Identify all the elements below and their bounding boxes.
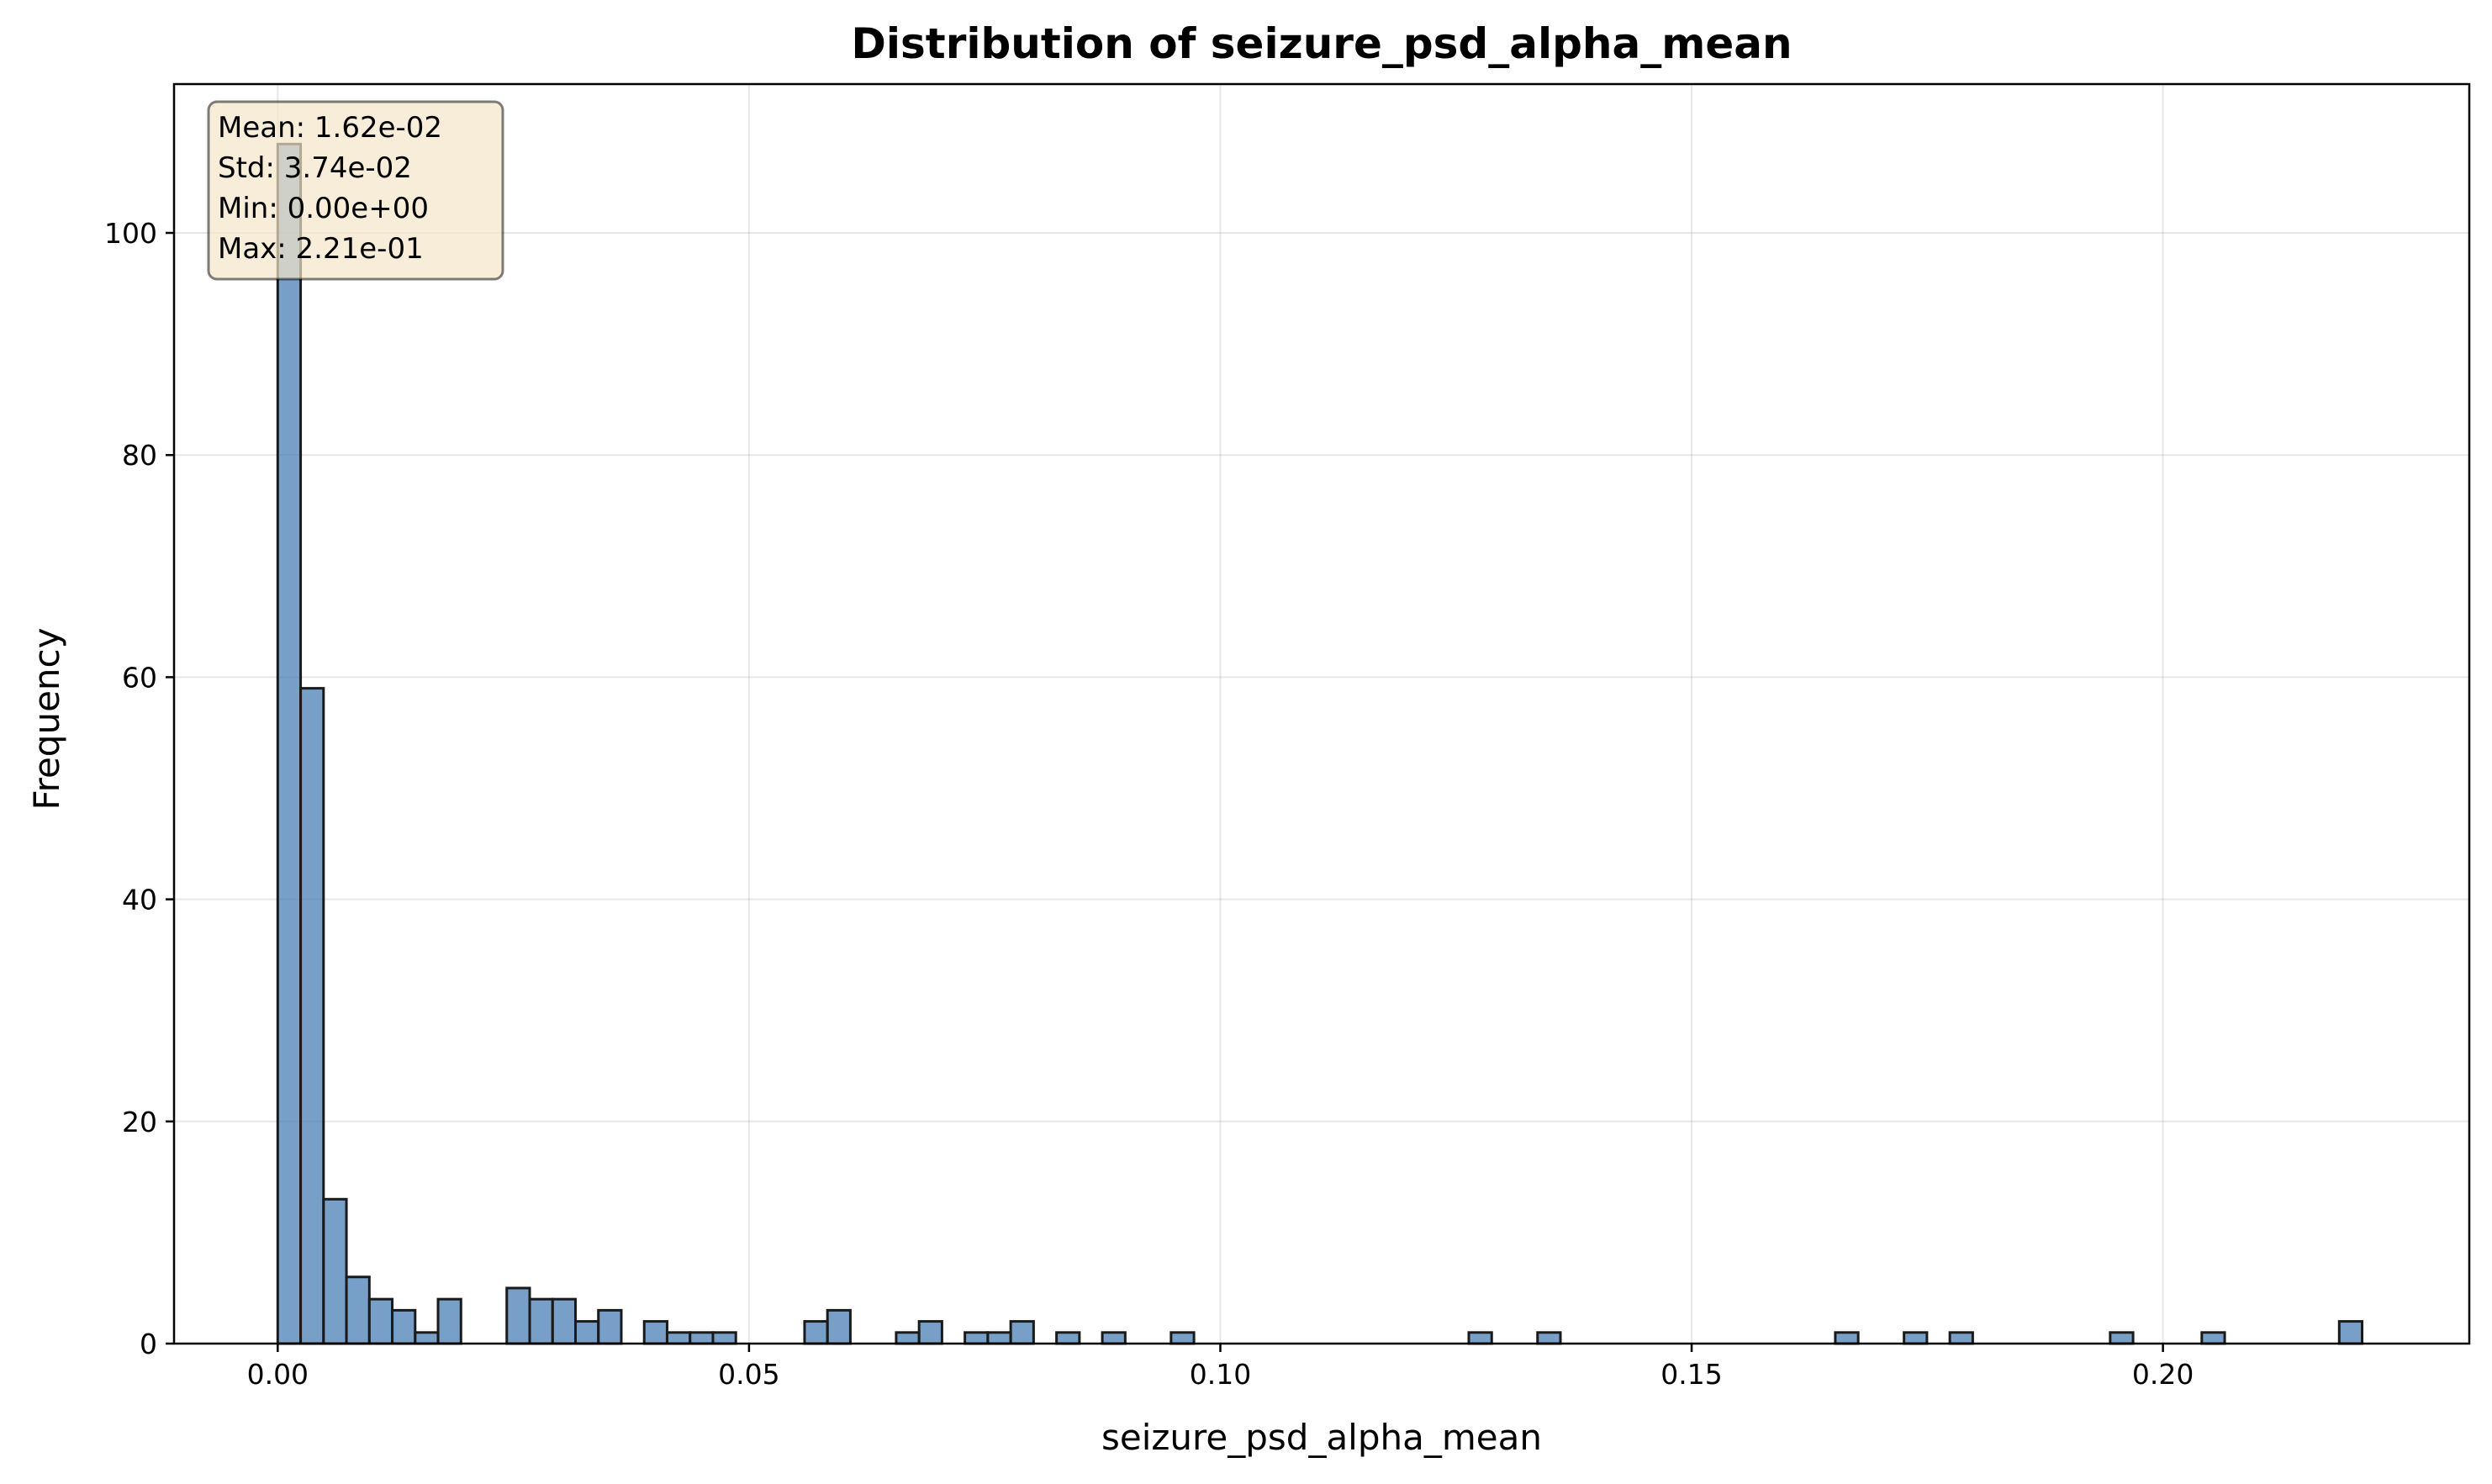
axes-layer — [172, 82, 2471, 1345]
stats-std: Std: 3.74e-02 — [218, 151, 412, 185]
histogram-bar — [1536, 1331, 1562, 1345]
stats-box: Mean: 1.62e-02 Std: 3.74e-02 Min: 0.00e+… — [207, 100, 504, 281]
y-axis-label: Frequency — [26, 628, 67, 811]
histogram-bar — [964, 1331, 990, 1345]
histogram-bar — [1009, 1320, 1035, 1345]
histogram-bar — [986, 1331, 1012, 1345]
x-tick-label: 0.00 — [247, 1358, 309, 1391]
y-tick-label: 40 — [122, 884, 157, 916]
histogram-bar — [1055, 1331, 1081, 1345]
stats-box-background — [207, 100, 504, 281]
histogram-bar — [1169, 1331, 1196, 1345]
stats-min: Min: 0.00e+00 — [218, 192, 429, 225]
histogram-bar — [2109, 1331, 2135, 1345]
y-tick-label: 80 — [122, 439, 157, 472]
histogram-bar — [665, 1331, 692, 1345]
histogram-bar — [826, 1308, 852, 1345]
histogram-bar — [414, 1331, 440, 1345]
histogram-bar — [1101, 1331, 1127, 1345]
histogram-bar — [803, 1320, 829, 1345]
histogram-bar — [276, 142, 303, 1345]
histogram-bar — [1467, 1331, 1493, 1345]
x-tick-label: 0.15 — [1660, 1358, 1722, 1391]
x-axis-label: seizure_psd_alpha_mean — [1101, 1417, 1542, 1458]
histogram-bar — [689, 1331, 715, 1345]
histogram-bar — [573, 1320, 600, 1345]
histogram-bar — [895, 1331, 921, 1345]
x-tick-label: 0.05 — [718, 1358, 779, 1391]
histogram-bar — [917, 1320, 943, 1345]
histogram-bar — [1834, 1331, 1860, 1345]
histogram-bar — [299, 687, 325, 1345]
ticks-layer: 0.00 0.05 0.10 0.15 0.20 0 20 40 60 80 100 — [104, 217, 2194, 1391]
histogram-bar — [528, 1297, 554, 1345]
histogram-bar — [322, 1197, 348, 1345]
histogram-bar — [551, 1297, 577, 1345]
chart-title: Distribution of seizure_psd_alpha_mean — [851, 19, 1792, 68]
x-tick-label: 0.10 — [1190, 1358, 1251, 1391]
plot-frame — [172, 82, 2471, 1345]
histogram-bar — [642, 1320, 668, 1345]
grid-layer — [174, 84, 2469, 1344]
histogram-bar — [2200, 1331, 2226, 1345]
histogram-bar — [345, 1275, 371, 1345]
histogram-bar — [436, 1297, 462, 1345]
stats-max: Max: 2.21e-01 — [218, 232, 424, 266]
histogram-bar — [711, 1331, 737, 1345]
histogram-bar — [2337, 1320, 2364, 1345]
x-tick-label: 0.20 — [2132, 1358, 2194, 1391]
stats-mean: Mean: 1.62e-02 — [218, 111, 442, 145]
histogram-bar — [1948, 1331, 1974, 1345]
y-tick-label: 100 — [104, 217, 157, 250]
histogram-bar — [391, 1308, 417, 1345]
histogram-bar — [1903, 1331, 1929, 1345]
histogram-bar — [505, 1286, 531, 1345]
y-tick-label: 60 — [122, 661, 157, 694]
histogram-bar — [367, 1297, 394, 1345]
y-tick-label: 20 — [122, 1106, 157, 1138]
bars-layer — [276, 142, 2364, 1345]
histogram-bar — [597, 1308, 623, 1345]
y-tick-label: 0 — [140, 1328, 157, 1360]
